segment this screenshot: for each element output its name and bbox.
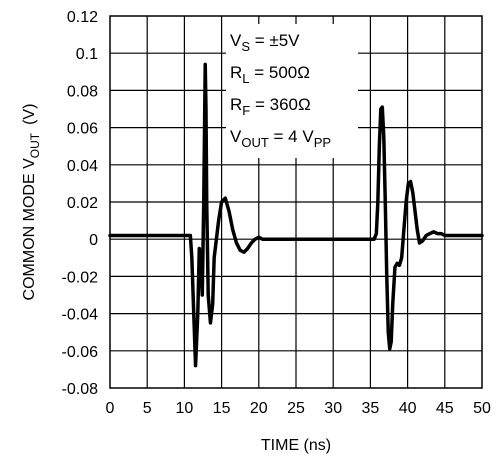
series-line <box>108 62 484 368</box>
x-axis-title: TIME (ns) <box>261 437 331 454</box>
y-tick-label: -0.04 <box>62 307 99 324</box>
annotation-symbol: V <box>230 31 242 50</box>
annotation-backdrop <box>226 24 358 158</box>
y-axis-title-unit: (V) <box>21 104 38 125</box>
x-tick-label: 20 <box>250 400 268 417</box>
y-tick-label: 0.1 <box>76 46 98 63</box>
annotation-symbol: V <box>230 127 242 146</box>
annotation-subscript: OUT <box>241 135 269 150</box>
y-tick-label: 0.06 <box>67 121 98 138</box>
y-axis-title-main: COMMON MODE V <box>21 158 38 301</box>
y-tick-label: 0.04 <box>67 158 98 175</box>
y-tick-label: 0.08 <box>67 83 98 100</box>
x-tick-label: 15 <box>213 400 231 417</box>
x-tick-label: 40 <box>399 400 417 417</box>
x-tick-label: 45 <box>436 400 454 417</box>
x-tick-label: 30 <box>324 400 342 417</box>
annotation-line: VOUT = 4 VPP <box>230 127 331 150</box>
x-tick-label: 10 <box>176 400 194 417</box>
annotation-line: RL = 500Ω <box>230 63 310 86</box>
x-tick-label: 0 <box>106 400 115 417</box>
y-tick-label: -0.08 <box>62 381 99 398</box>
annotation-value: = 500Ω <box>250 63 310 82</box>
annotation-line: RF = 360Ω <box>230 95 311 118</box>
x-axis-ticks: 0 5 10 15 20 25 30 35 40 45 50 <box>106 400 491 417</box>
y-tick-label: 0.02 <box>67 195 98 212</box>
annotation-line: VS = ±5V <box>230 31 300 54</box>
y-axis-title: COMMON MODE VOUT (V) <box>21 104 42 301</box>
annotation-value: = 4 V <box>269 127 315 146</box>
annotation-subscript: L <box>242 71 249 86</box>
y-axis-title-subscript: OUT <box>28 132 42 158</box>
annotation-subscript: S <box>241 39 250 54</box>
x-tick-label: 35 <box>362 400 380 417</box>
x-tick-label: 5 <box>143 400 152 417</box>
annotation-subscript: PP <box>314 135 331 150</box>
annotation-value: = ±5V <box>250 31 300 50</box>
y-tick-label: 0.12 <box>67 9 98 26</box>
x-tick-label: 50 <box>473 400 491 417</box>
y-tick-label: 0 <box>89 232 98 249</box>
annotation-value: = 360Ω <box>250 95 310 114</box>
annotation-symbol: R <box>230 63 242 82</box>
x-tick-label: 25 <box>287 400 305 417</box>
annotation-subscript: F <box>242 103 250 118</box>
y-tick-label: -0.06 <box>62 344 99 361</box>
y-tick-label: -0.02 <box>62 269 99 286</box>
annotation-symbol: R <box>230 95 242 114</box>
y-axis-ticks: -0.08 -0.06 -0.04 -0.02 0 0.02 0.04 0.06 0.08 0.1… <box>62 9 99 398</box>
